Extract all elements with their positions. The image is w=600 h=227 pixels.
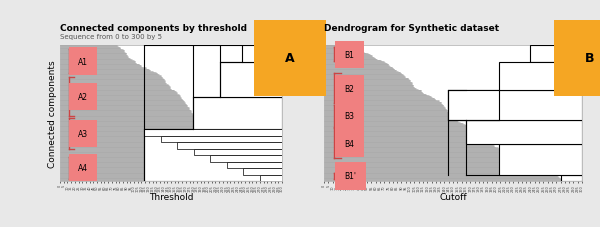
- Text: Dendrogram for Synthetic dataset: Dendrogram for Synthetic dataset: [324, 24, 499, 33]
- Text: B1: B1: [344, 50, 355, 59]
- Bar: [145, 130, 282, 136]
- X-axis label: Threshold: Threshold: [149, 192, 193, 201]
- Bar: [193, 97, 282, 130]
- Text: Sequence from 0 to 300 by 5: Sequence from 0 to 300 by 5: [60, 34, 162, 40]
- Text: B4: B4: [344, 139, 355, 148]
- Text: Connected components by threshold: Connected components by threshold: [60, 24, 247, 33]
- Bar: [145, 130, 282, 182]
- Bar: [244, 169, 282, 175]
- Bar: [448, 90, 499, 120]
- Bar: [227, 162, 282, 169]
- Y-axis label: Connected components: Connected components: [48, 60, 57, 167]
- Text: B: B: [585, 52, 595, 65]
- Bar: [466, 120, 582, 145]
- Bar: [499, 145, 582, 175]
- Text: A4: A4: [78, 163, 88, 173]
- Bar: [178, 143, 282, 149]
- Bar: [242, 45, 282, 63]
- Bar: [530, 45, 582, 63]
- Text: A: A: [285, 52, 295, 65]
- Bar: [448, 90, 582, 120]
- Text: A3: A3: [78, 129, 88, 138]
- Bar: [220, 63, 282, 97]
- Bar: [161, 136, 282, 143]
- Bar: [194, 149, 282, 156]
- Text: B2: B2: [344, 84, 355, 94]
- Text: A1: A1: [78, 57, 88, 66]
- X-axis label: Cutoff: Cutoff: [439, 192, 467, 201]
- Bar: [499, 63, 582, 90]
- Bar: [211, 156, 282, 162]
- Bar: [562, 175, 582, 182]
- Bar: [260, 175, 282, 182]
- Text: B1': B1': [344, 172, 356, 181]
- Text: B3: B3: [344, 112, 355, 121]
- Text: A2: A2: [78, 93, 88, 102]
